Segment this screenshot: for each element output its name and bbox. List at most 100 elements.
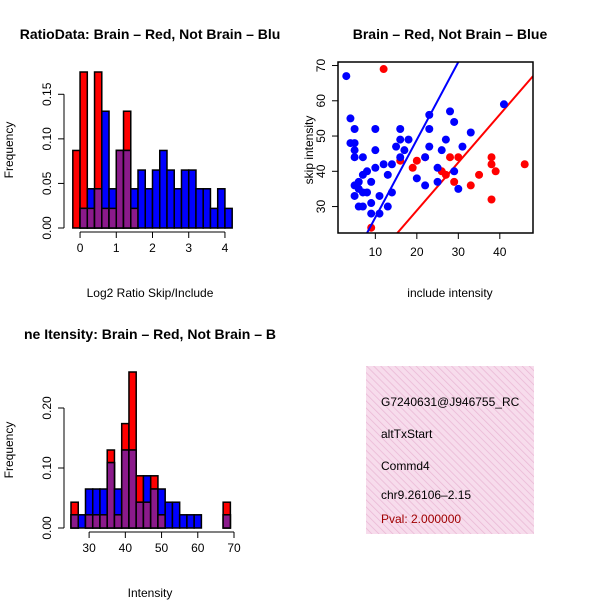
x-tick-label: 3 (185, 241, 192, 255)
scatter-point-not-brain (458, 142, 467, 151)
histogram-bar-overlap (120, 449, 130, 529)
scatter-point-brain (412, 156, 421, 165)
y-tick-label: 50 (314, 129, 328, 143)
histogram-bar-overlap (130, 207, 139, 229)
y-tick-label: 60 (314, 94, 328, 108)
x-tick-label: 40 (119, 541, 133, 555)
intensity-histogram-title: ne Itensity: Brain – Red, Not Brain – B (24, 326, 276, 342)
scatter-point-not-brain (421, 181, 430, 190)
scatter-point-not-brain (396, 135, 405, 144)
histogram-bar-not-brain (209, 207, 219, 229)
intensity-histogram-axes: 30 40 50 60 70 0.00 0.10 0.20 (40, 396, 241, 555)
histogram-bar-not-brain (178, 514, 188, 529)
histogram-bar-overlap (113, 514, 123, 529)
scatter-point-not-brain (379, 160, 388, 169)
scatter-point-not-brain (446, 107, 455, 116)
x-tick-label: 30 (82, 541, 96, 555)
scatter-point-not-brain (441, 135, 450, 144)
histogram-bar-not-brain (171, 501, 181, 529)
scatter-point-not-brain (350, 153, 359, 162)
histogram-bar-not-brain (187, 169, 197, 229)
histogram-bar-overlap (93, 188, 103, 229)
scatter-point-not-brain (392, 142, 401, 151)
histogram-bar-overlap (106, 461, 116, 529)
scatter-point-not-brain (437, 146, 446, 155)
info-event-type: altTxStart (381, 427, 433, 441)
scatter-point-not-brain (450, 117, 459, 126)
scatter-point-not-brain (350, 124, 359, 133)
histogram-bar-overlap (70, 514, 79, 529)
scatter-point-brain (491, 167, 500, 176)
scatter-point-not-brain (371, 124, 380, 133)
scatter-frame (337, 61, 534, 234)
histogram-bar-overlap (128, 449, 137, 529)
scatter-point-brain (379, 65, 388, 74)
histogram-bar-overlap (108, 207, 118, 229)
histogram-bar-not-brain (137, 169, 147, 229)
ratio-histogram-panel: RatioData: Brain – Red, Not Brain – Blu … (2, 26, 280, 300)
y-tick-label: 0.10 (40, 127, 54, 151)
histogram-bar-not-brain (216, 188, 226, 229)
x-tick-label: 2 (149, 241, 156, 255)
histogram-bar-overlap (142, 501, 152, 529)
scatter-point-not-brain (433, 177, 442, 186)
scatter-point-not-brain (404, 135, 413, 144)
histogram-bar-not-brain (164, 501, 174, 529)
scatter-point-not-brain (363, 188, 372, 197)
histogram-bar-not-brain (77, 514, 87, 529)
info-pval: Pval: 2.000000 (381, 512, 461, 526)
scatter-point-not-brain (342, 72, 351, 81)
histogram-bar-not-brain (202, 188, 212, 229)
y-tick-label: 30 (314, 200, 328, 214)
histogram-bar-not-brain (173, 188, 183, 229)
x-tick-label: 40 (493, 245, 507, 259)
intensity-histogram-bars (70, 371, 232, 529)
info-panel-background (366, 366, 534, 534)
scatter-point-not-brain (425, 142, 434, 151)
x-tick-label: 0 (77, 241, 84, 255)
histogram-bar-not-brain (224, 207, 233, 229)
histogram-bar-not-brain (166, 169, 175, 229)
scatter-point-not-brain (358, 153, 367, 162)
histogram-bar-overlap (91, 514, 101, 529)
scatter-point-not-brain (400, 146, 409, 155)
scatter-point-not-brain (346, 114, 355, 123)
intensity-histogram-panel: ne Itensity: Brain – Red, Not Brain – B … (2, 326, 276, 600)
intensity-histogram-ylabel: Frequency (2, 422, 16, 479)
histogram-bar-not-brain (158, 149, 168, 229)
histogram-bar-overlap (115, 149, 125, 229)
scatter-plot-area: 10 20 30 40 30 40 50 60 70 (314, 59, 534, 259)
info-panel: G7240631@J946755_RC altTxStart Commd4 ch… (366, 366, 534, 534)
scatter-point-brain (446, 153, 455, 162)
y-tick-label: 0.15 (40, 82, 54, 106)
histogram-bar-brain (79, 71, 89, 229)
histogram-bar-not-brain (195, 188, 204, 229)
scatter-point-not-brain (387, 160, 396, 169)
scatter-ylabel: skip intensity (302, 116, 316, 185)
y-tick-label: 70 (314, 59, 328, 73)
scatter-title: Brain – Red, Not Brain – Blue (353, 26, 548, 42)
histogram-bar-overlap (122, 149, 132, 229)
scatter-marks (342, 62, 533, 233)
scatter-point-not-brain (454, 184, 463, 193)
scatter-xlabel: include intensity (407, 286, 492, 300)
scatter-point-not-brain (375, 191, 384, 200)
histogram-bar-overlap (135, 501, 145, 529)
scatter-point-not-brain (363, 167, 372, 176)
x-tick-label: 70 (227, 541, 241, 555)
scatter-point-not-brain (383, 170, 392, 179)
scatter-point-brain (520, 160, 529, 169)
histogram-bar-not-brain (180, 169, 190, 229)
ratio-histogram-bars (72, 71, 233, 229)
ratio-histogram-xlabel: Log2 Ratio Skip/Include (87, 286, 214, 300)
x-tick-label: 60 (191, 541, 205, 555)
histogram-bar-overlap (86, 207, 96, 229)
scatter-point-not-brain (396, 153, 405, 162)
scatter-point-not-brain (354, 177, 363, 186)
histogram-bar-brain (72, 149, 81, 229)
scatter-point-not-brain (499, 100, 508, 109)
y-tick-label: 0.10 (40, 456, 54, 480)
scatter-point-not-brain (466, 128, 475, 137)
scatter-point-not-brain (371, 146, 380, 155)
ratio-histogram-title: RatioData: Brain – Red, Not Brain – Blu (20, 26, 281, 42)
